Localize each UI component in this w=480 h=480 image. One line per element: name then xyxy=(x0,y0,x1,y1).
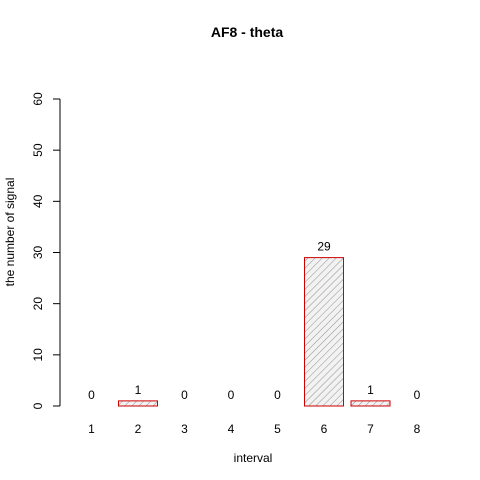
chart-title: AF8 - theta xyxy=(211,24,284,40)
x-tick-label: 4 xyxy=(228,422,235,436)
y-axis: 0 10 20 30 40 50 60 xyxy=(31,92,61,409)
x-tick-label: 1 xyxy=(88,422,95,436)
data-label-1: 0 xyxy=(88,388,95,402)
x-tick-labels: 1 2 3 4 5 6 7 8 xyxy=(88,422,421,436)
x-tick-label: 8 xyxy=(414,422,421,436)
x-tick-label: 3 xyxy=(181,422,188,436)
y-axis-label: the number of signal xyxy=(3,178,17,287)
data-label-8: 0 xyxy=(414,388,421,402)
data-label-4: 0 xyxy=(228,388,235,402)
data-label-2: 1 xyxy=(135,383,142,397)
y-tick-label: 60 xyxy=(31,92,45,106)
x-tick-label: 7 xyxy=(367,422,374,436)
y-tick-label: 10 xyxy=(31,348,45,362)
y-tick-label: 0 xyxy=(31,402,45,409)
data-label-3: 0 xyxy=(181,388,188,402)
y-tick-label: 30 xyxy=(31,246,45,260)
y-tick-label: 20 xyxy=(31,297,45,311)
x-axis-label: interval xyxy=(234,451,273,465)
data-label-6: 29 xyxy=(317,240,331,254)
bar-series xyxy=(118,257,391,407)
bar-7 xyxy=(350,400,391,407)
x-tick-label: 2 xyxy=(135,422,142,436)
bar-2 xyxy=(118,400,158,407)
bar-6 xyxy=(304,257,344,407)
x-tick-label: 5 xyxy=(274,422,281,436)
y-tick-label: 40 xyxy=(31,194,45,208)
y-tick-label: 50 xyxy=(31,143,45,157)
data-label-7: 1 xyxy=(367,383,374,397)
data-label-5: 0 xyxy=(274,388,281,402)
x-tick-label: 6 xyxy=(321,422,328,436)
data-labels: 0 1 0 0 0 29 1 0 xyxy=(88,240,421,402)
